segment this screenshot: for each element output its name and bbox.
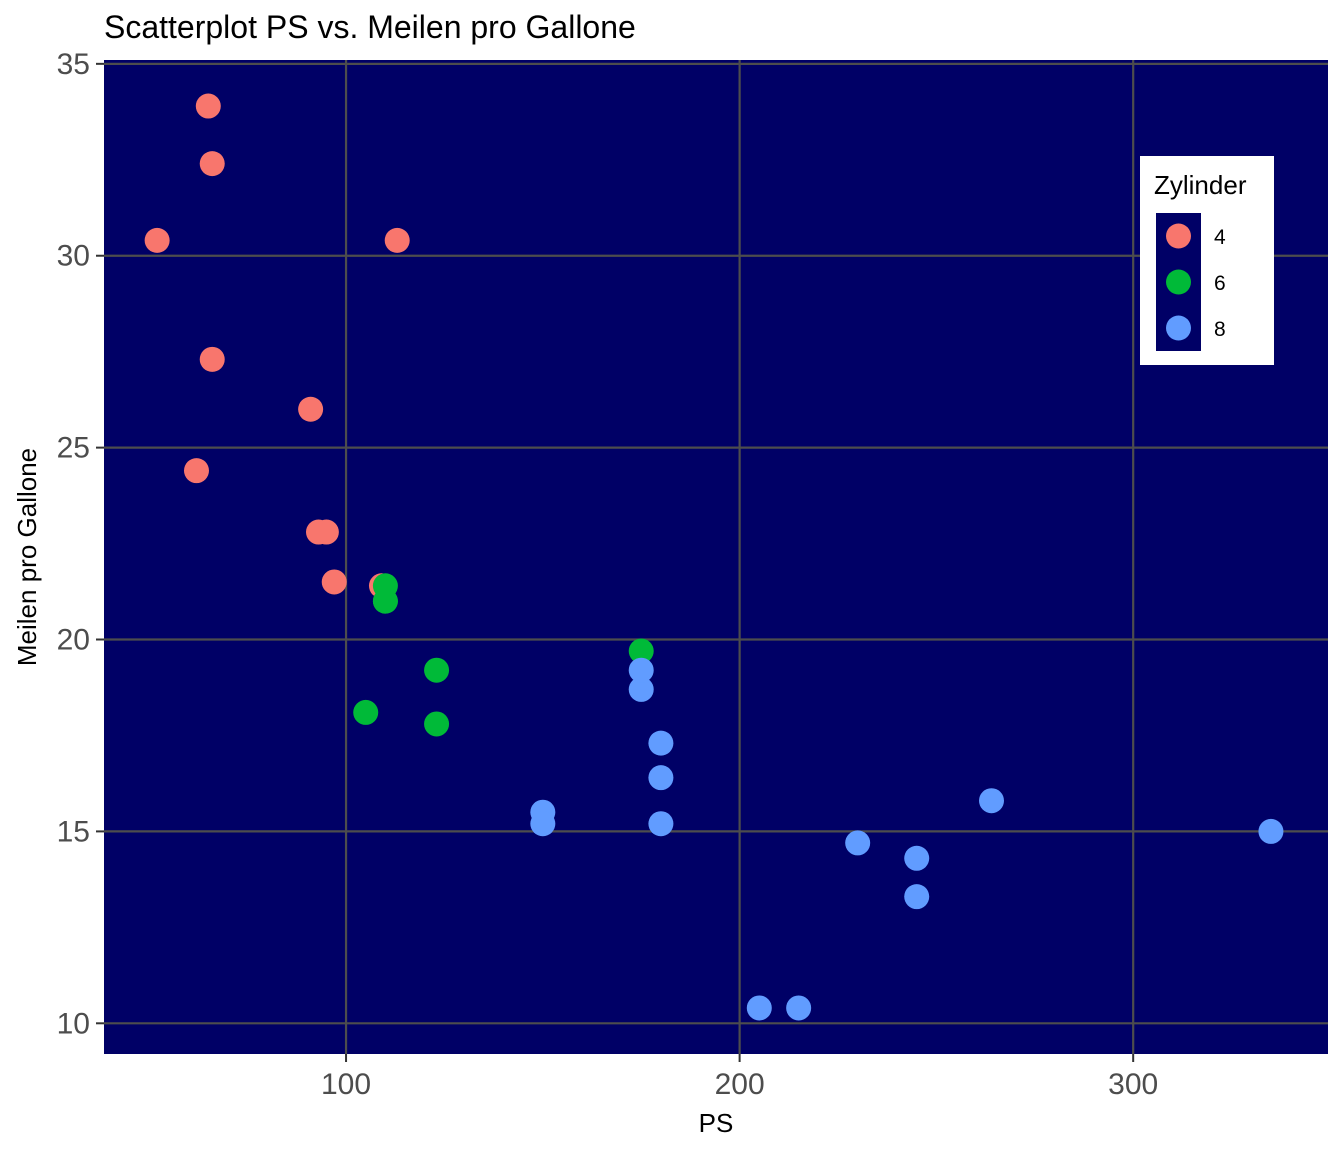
data-point-cyl-4 <box>144 227 170 253</box>
data-point-cyl-8 <box>978 788 1004 814</box>
legend-label-4: 4 <box>1214 226 1226 249</box>
data-point-cyl-8 <box>628 676 654 702</box>
data-point-cyl-4 <box>313 519 339 545</box>
chart-title: Scatterplot PS vs. Meilen pro Gallone <box>104 9 636 45</box>
data-point-cyl-4 <box>384 227 410 253</box>
x-axis-title: PS <box>699 1108 734 1138</box>
data-point-cyl-8 <box>1258 818 1284 844</box>
data-point-cyl-8 <box>845 830 871 856</box>
data-point-cyl-6 <box>372 588 398 614</box>
x-tick-label: 200 <box>715 1068 765 1101</box>
y-axis: 10 15 20 25 30 35 <box>57 48 104 1040</box>
data-point-cyl-4 <box>199 346 225 372</box>
data-point-cyl-8 <box>786 995 812 1021</box>
grid-lines <box>104 60 1328 1054</box>
data-point-cyl-6 <box>424 711 450 737</box>
data-point-cyl-8 <box>648 765 674 791</box>
legend-key-4 <box>1166 223 1191 249</box>
data-point-cyl-4 <box>321 569 347 595</box>
y-tick-label: 35 <box>57 48 90 81</box>
y-tick-label: 15 <box>57 815 90 848</box>
legend-key-6 <box>1166 269 1191 295</box>
x-axis: 100 200 300 <box>321 1054 1158 1101</box>
plot-panel <box>104 60 1328 1054</box>
data-point-cyl-6 <box>424 657 450 683</box>
y-tick-label: 30 <box>57 240 90 273</box>
data-point-cyl-8 <box>746 995 772 1021</box>
data-point-cyl-8 <box>648 730 674 756</box>
x-tick-label: 100 <box>321 1068 371 1101</box>
data-point-cyl-4 <box>183 458 209 484</box>
data-points <box>144 93 1284 1021</box>
data-point-cyl-4 <box>298 396 324 422</box>
data-point-cyl-6 <box>353 699 379 725</box>
legend-key-8 <box>1166 315 1191 341</box>
y-tick-label: 10 <box>57 1007 90 1040</box>
y-axis-title: Meilen pro Gallone <box>12 448 42 666</box>
legend-label-8: 8 <box>1214 318 1226 341</box>
legend-label-6: 6 <box>1214 272 1226 295</box>
y-tick-label: 25 <box>57 432 90 465</box>
legend: Zylinder 4 6 8 <box>1140 156 1274 365</box>
data-point-cyl-4 <box>199 151 225 177</box>
data-point-cyl-8 <box>648 811 674 837</box>
data-point-cyl-4 <box>195 93 221 119</box>
data-point-cyl-6 <box>628 638 654 664</box>
x-tick-label: 300 <box>1108 1068 1158 1101</box>
data-point-cyl-8 <box>628 657 654 683</box>
y-tick-label: 20 <box>57 624 90 657</box>
data-point-cyl-8 <box>904 884 930 910</box>
data-point-cyl-8 <box>530 811 556 837</box>
legend-title: Zylinder <box>1154 170 1247 200</box>
data-point-cyl-8 <box>904 845 930 871</box>
